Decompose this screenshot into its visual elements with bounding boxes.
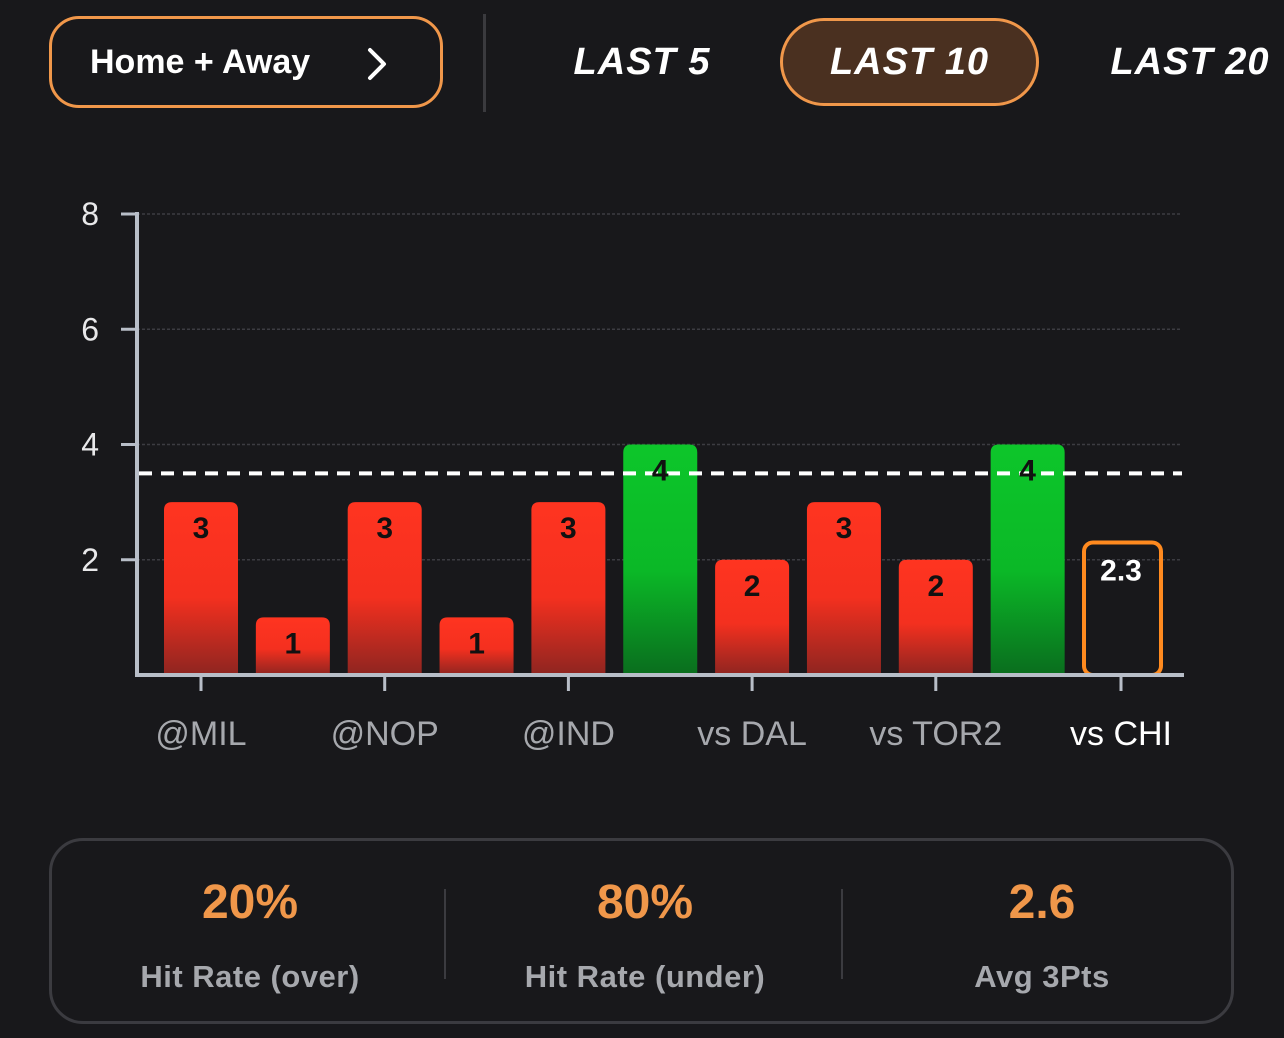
stat-label: Avg 3Pts [974,959,1110,994]
bar-1 [164,502,238,675]
stat-value: 80% [596,876,694,929]
tab-last-20[interactable]: LAST 20 [1110,40,1270,83]
stat-value: 2.6 [1008,876,1076,929]
bars [164,444,1163,677]
x-tick-label: @IND [522,715,615,753]
location-filter-button[interactable]: Home + Away [49,16,443,108]
y-tick-label: 6 [81,311,99,347]
axes [121,212,1184,691]
bar-value-label: 3 [193,512,210,545]
bar-value-label: 3 [560,512,577,545]
bar-10 [990,444,1065,675]
bar-7 [715,559,790,675]
bar-value-label: 3 [836,512,853,545]
bar-value-label: 4 [1019,455,1036,488]
bar-4 [439,617,514,675]
x-tick-label: @MIL [155,715,246,753]
location-filter-label: Home + Away [90,42,311,81]
stat-hit-rate-over: 20% Hit Rate (over) [52,841,448,1027]
bar-value-label: 3 [376,512,393,545]
y-tick-label: 8 [81,196,99,232]
chevron-right-icon [368,48,386,80]
bar-value-label: 4 [652,455,669,488]
bar-value-label: 1 [468,627,485,660]
filter-divider [483,14,486,112]
tab-last-5[interactable]: LAST 5 [573,40,711,83]
game-log-bar-chart: 2 4 6 8 3 1 3 1 3 4 2 3 2 4 2.3 @MIL @NOP @IND vs DAL vs TO… [81,196,1184,753]
bar-value-label: 2 [744,570,761,603]
labels: 2 4 6 8 3 1 3 1 3 4 2 3 2 4 2.3 @MIL @NOP @IND vs DAL vs TO… [81,196,1172,753]
projection-value-label: 2.3 [1100,554,1142,587]
stat-hit-rate-under: 80% Hit Rate (under) [447,841,843,1027]
stat-avg-3pts: 2.6 Avg 3Pts [844,841,1240,1027]
bar-5 [531,502,606,675]
bar-value-label: 2 [927,570,944,603]
bar-3 [347,502,422,675]
stat-value: 20% [201,876,299,929]
stat-label: Hit Rate (under) [524,959,766,994]
bar-9 [898,559,973,675]
x-tick-label: @NOP [331,715,439,753]
x-tick-label: vs TOR2 [869,715,1002,753]
x-tick-label: vs DAL [697,715,807,753]
stat-label: Hit Rate (over) [140,959,360,994]
bar-2 [255,617,330,675]
y-tick-label: 4 [81,427,99,463]
stat-divider [444,889,446,979]
stat-divider [841,889,843,979]
bar-6 [623,444,698,675]
tab-last-10[interactable]: LAST 10 [780,18,1039,106]
x-tick-label-current: vs CHI [1070,715,1172,753]
bar-value-label: 1 [285,627,302,660]
y-tick-label: 2 [81,542,99,578]
stats-panel: 20% Hit Rate (over) 80% Hit Rate (under)… [49,838,1234,1024]
bar-8 [806,502,881,675]
